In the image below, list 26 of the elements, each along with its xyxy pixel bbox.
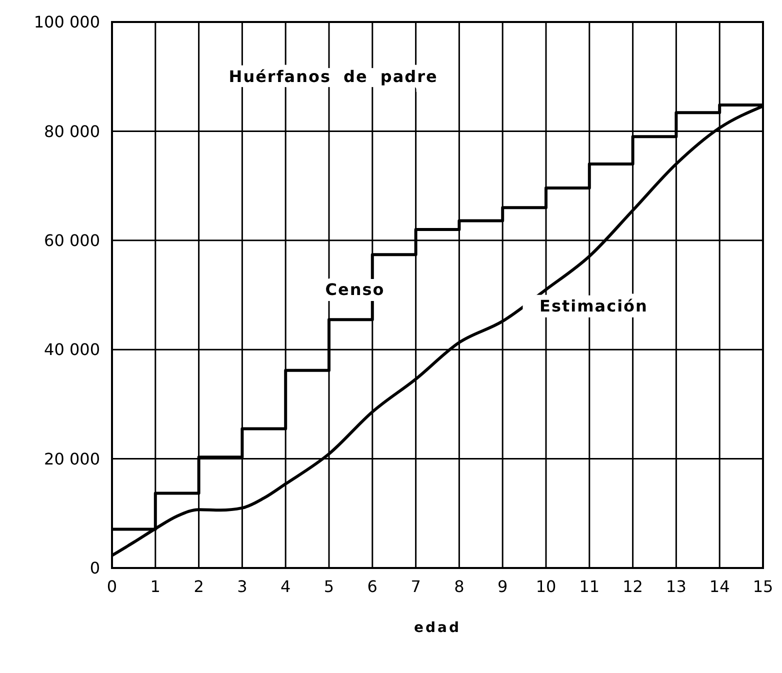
x-tick-label: 6 — [367, 577, 378, 596]
x-tick-label: 10 — [536, 577, 556, 596]
x-tick-label: 2 — [194, 577, 204, 596]
x-tick-label: 1 — [150, 577, 160, 596]
x-tick-label: 12 — [622, 577, 643, 596]
series-label: Estimación — [540, 296, 648, 316]
series-label: Censo — [325, 280, 385, 299]
x-tick-label: 15 — [752, 577, 774, 596]
x-tick-label: 8 — [454, 577, 464, 596]
x-tick-label: 4 — [280, 577, 291, 596]
annotation: Huérfanos de padre — [228, 67, 438, 86]
x-tick-label: 7 — [410, 577, 421, 596]
x-axis-title: edad — [414, 620, 461, 636]
y-tick-label: 40 000 — [44, 340, 100, 360]
x-tick-label: 13 — [666, 577, 686, 596]
y-tick-label: 80 000 — [44, 122, 100, 141]
x-tick-label: 0 — [106, 577, 118, 596]
y-tick-label: 60 000 — [44, 231, 100, 250]
x-tick-label: 3 — [237, 577, 248, 596]
x-tick-label: 9 — [498, 577, 508, 596]
x-tick-label: 5 — [324, 577, 334, 596]
x-tick-label: 11 — [579, 577, 600, 596]
y-tick-label: 20 000 — [44, 449, 100, 468]
y-tick-label: 0 — [90, 558, 100, 578]
x-tick-label: 14 — [709, 577, 730, 596]
y-tick-label: 100 000 — [34, 12, 100, 32]
